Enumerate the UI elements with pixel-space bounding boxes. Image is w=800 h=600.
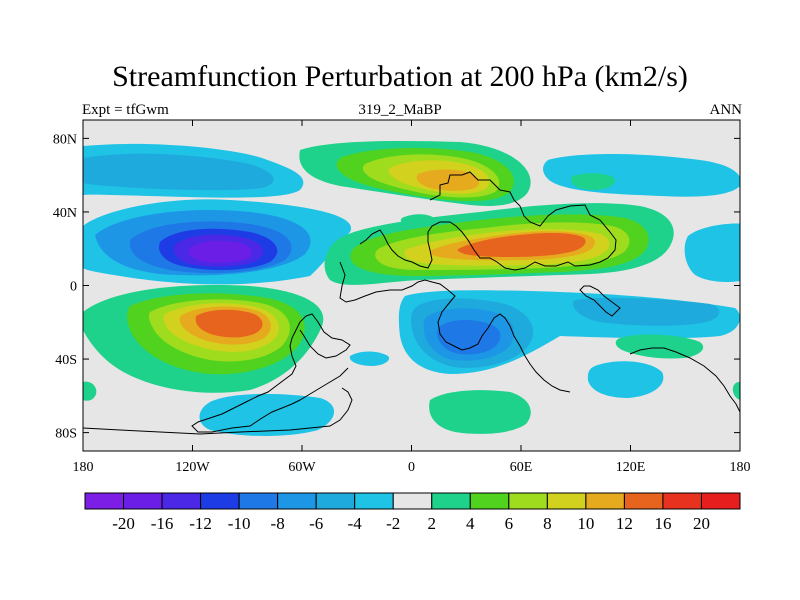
y-tick-label: 0 <box>70 280 77 295</box>
contour-south-pacific-red <box>195 309 263 338</box>
colorbar-label: -12 <box>189 514 212 533</box>
colorbar-swatch <box>354 492 394 510</box>
coastline-americas <box>191 313 351 433</box>
coastline-europe-asia <box>359 171 617 271</box>
colorbar-label: 10 <box>577 514 594 533</box>
contour-east-asia-green <box>571 173 615 190</box>
colorbar-label: -8 <box>271 514 285 533</box>
coastlines <box>83 171 740 435</box>
colorbar-swatch <box>392 492 433 510</box>
y-axis: 80N 40N 0 40S 80S <box>53 132 740 442</box>
colorbar-swatch <box>431 492 471 510</box>
y-tick-label: 80S <box>55 427 77 442</box>
colorbar-label: -10 <box>228 514 251 533</box>
contour-southern-green <box>615 334 704 359</box>
chart-title: Streamfunction Perturbation at 200 hPa (… <box>112 60 688 93</box>
contour-pacific-violet <box>188 240 252 264</box>
x-tick-label: 120W <box>175 460 210 475</box>
colorbar-swatch <box>700 492 741 510</box>
colorbar-label: -4 <box>348 514 363 533</box>
colorbar-label: -20 <box>112 514 135 533</box>
colorbar-label: 4 <box>466 514 475 533</box>
colorbar-swatch <box>508 492 548 510</box>
y-tick-label: 40S <box>55 353 77 368</box>
colorbar-swatch <box>161 492 202 510</box>
colorbar-label: 6 <box>505 514 514 533</box>
colorbar-swatch <box>623 492 664 510</box>
colorbar-swatch <box>123 492 163 510</box>
colorbar-label: -2 <box>386 514 400 533</box>
x-tick-label: 180 <box>73 460 94 475</box>
colorbar-swatch <box>546 492 587 510</box>
colorbar-swatch <box>200 492 240 510</box>
contour-southern-green-left <box>83 381 97 401</box>
x-axis: 180 120W 60W 0 60E 120E 180 <box>73 120 751 475</box>
x-tick-label: 180 <box>730 460 751 475</box>
contour-south-indian-east <box>572 297 720 326</box>
coastline-antarctica <box>83 387 353 435</box>
contour-asia-red <box>457 233 586 257</box>
colorbar-swatch <box>277 492 317 510</box>
contour-southern-green-b <box>429 390 531 434</box>
case-label: 319_2_MaBP <box>358 102 442 118</box>
y-tick-label: 80N <box>53 132 77 147</box>
x-tick-label: 120E <box>616 460 646 475</box>
colorbar-swatch <box>469 492 510 510</box>
contour-north-atlantic-green <box>400 214 435 225</box>
season-label: ANN <box>709 102 743 118</box>
colorbar-swatch <box>84 492 125 510</box>
x-tick-label: 0 <box>408 460 415 475</box>
contour-pacific-east-cyan <box>684 223 740 282</box>
x-tick-label: 60W <box>288 460 316 475</box>
contour-southern-pacific-cyan-a <box>587 361 664 398</box>
coastline-africa <box>339 261 571 393</box>
colorbar-label: -16 <box>151 514 174 533</box>
colorbar-label: 16 <box>654 514 671 533</box>
colorbar-swatch <box>662 492 702 510</box>
colorbar-swatch <box>238 492 279 510</box>
x-tick-label: 60E <box>510 460 533 475</box>
colorbar-label: -6 <box>309 514 323 533</box>
colorbar-label: 2 <box>428 514 437 533</box>
colorbar-label: 20 <box>693 514 710 533</box>
colorbar-label: 8 <box>543 514 552 533</box>
colorbar: -20 -16 -12 -10 -8 -6 -4 -2 2 4 6 8 10 12 16 20 <box>84 492 741 533</box>
contour-fields <box>83 140 740 436</box>
y-tick-label: 40N <box>53 206 77 221</box>
contour-southern-green-right <box>732 382 740 400</box>
contour-north-atlantic-blue <box>83 153 274 191</box>
coastline-oceania <box>579 285 740 413</box>
colorbar-swatch <box>585 492 625 510</box>
experiment-label: Expt = tfGwm <box>82 102 169 118</box>
colorbar-swatch <box>315 492 356 510</box>
contour-south-atlantic-cyan <box>349 351 390 366</box>
colorbar-label: 12 <box>616 514 633 533</box>
